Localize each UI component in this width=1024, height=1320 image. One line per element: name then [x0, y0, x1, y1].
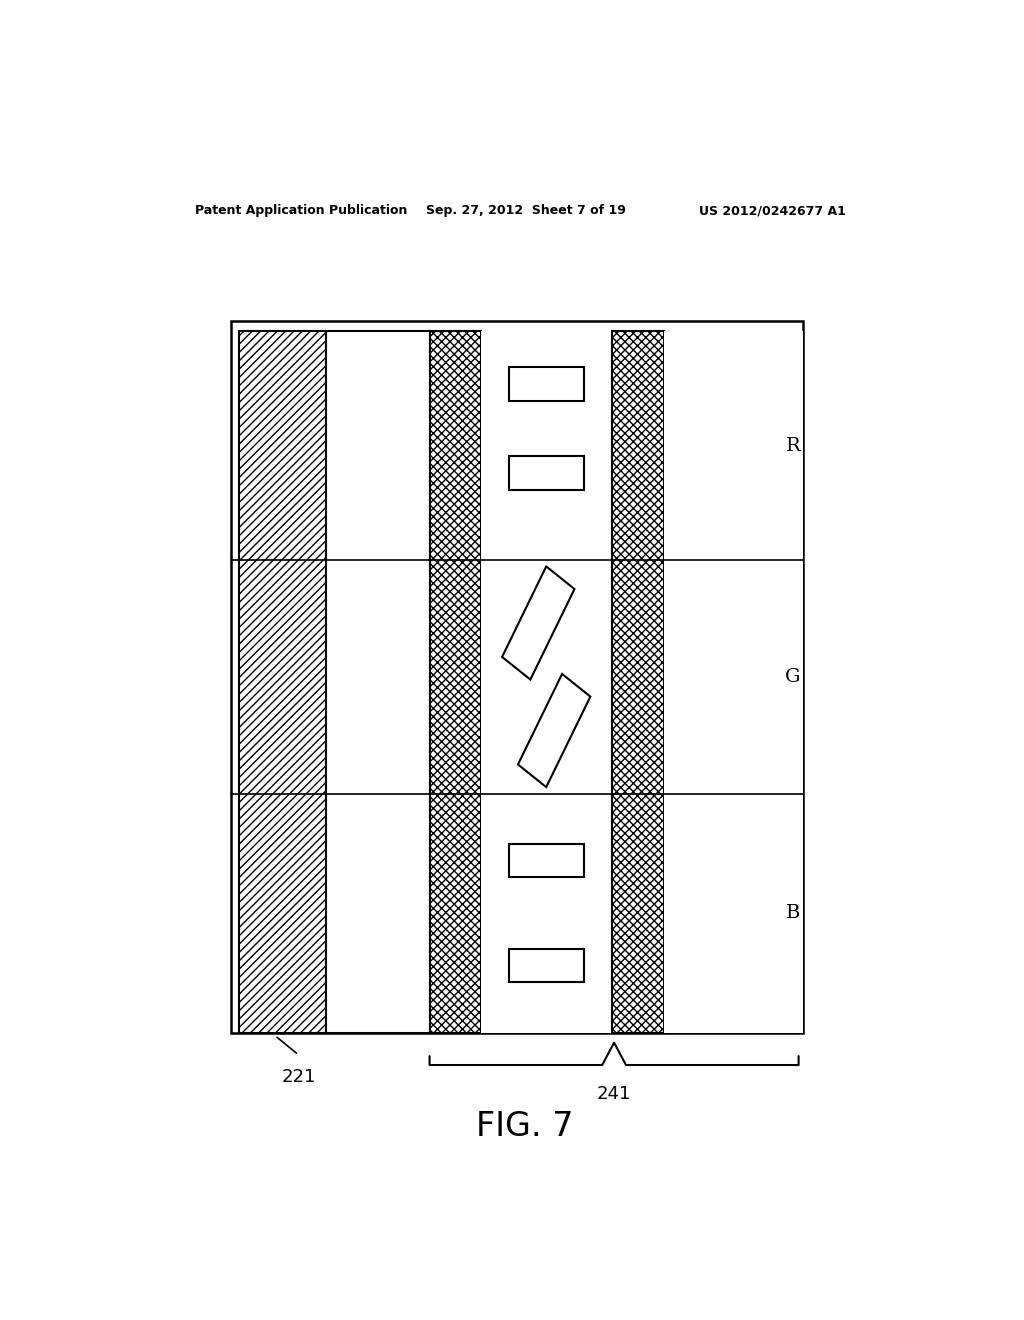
Bar	[509, 949, 584, 982]
Text: B: B	[785, 904, 800, 923]
Bar	[509, 367, 584, 400]
Bar	[327, 331, 430, 1032]
Text: R: R	[785, 437, 801, 454]
Polygon shape	[518, 675, 591, 787]
Text: Sep. 27, 2012  Sheet 7 of 19: Sep. 27, 2012 Sheet 7 of 19	[426, 205, 626, 216]
Bar	[240, 331, 327, 1032]
Bar	[612, 331, 664, 1032]
Text: FIG. 7: FIG. 7	[476, 1110, 573, 1143]
Bar	[231, 321, 803, 1032]
Bar	[430, 331, 481, 1032]
Bar	[481, 331, 612, 1032]
Text: US 2012/0242677 A1: US 2012/0242677 A1	[699, 205, 846, 216]
Text: 241: 241	[597, 1085, 631, 1104]
Text: 221: 221	[282, 1068, 315, 1086]
Bar	[509, 457, 584, 490]
Bar	[509, 843, 584, 878]
Polygon shape	[502, 566, 574, 680]
Text: Patent Application Publication: Patent Application Publication	[196, 205, 408, 216]
Bar	[664, 331, 803, 1032]
Text: G: G	[785, 668, 801, 686]
